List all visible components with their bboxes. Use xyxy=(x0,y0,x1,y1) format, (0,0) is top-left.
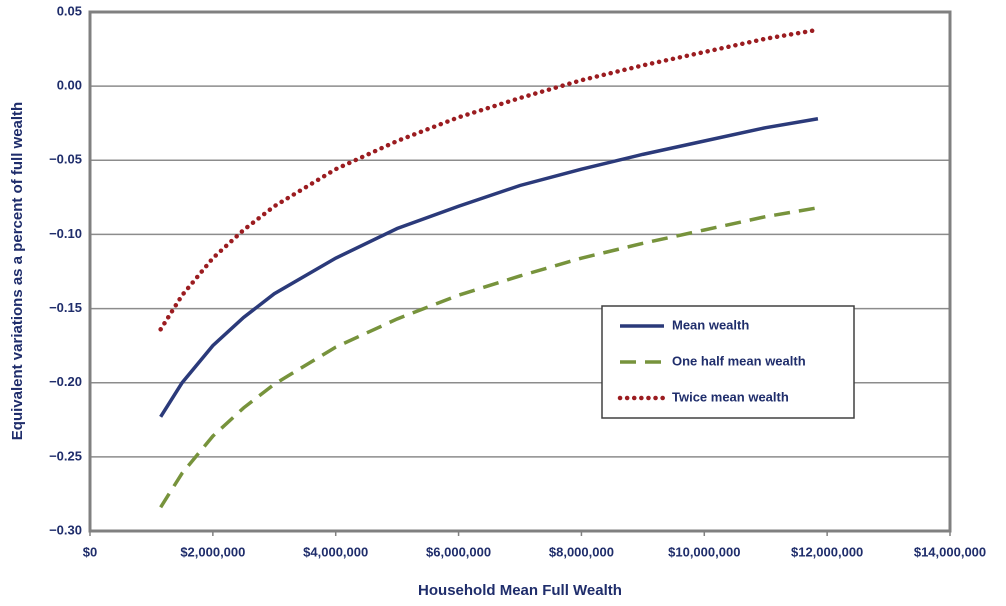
line-series xyxy=(158,27,821,332)
legend-label: Mean wealth xyxy=(672,317,749,332)
line-series xyxy=(159,117,819,418)
y-tick-label: −0.25 xyxy=(49,448,82,463)
x-tick-label: $2,000,000 xyxy=(180,544,245,559)
x-tick-label: $8,000,000 xyxy=(549,544,614,559)
y-tick-label: −0.10 xyxy=(49,226,82,241)
x-tick-label: $14,000,000 xyxy=(914,544,986,559)
y-tick-label: −0.05 xyxy=(49,152,82,167)
y-tick-label: −0.15 xyxy=(49,300,82,315)
x-tick-label: $12,000,000 xyxy=(791,544,863,559)
x-tick-label: $0 xyxy=(83,544,97,559)
legend-label: One half mean wealth xyxy=(672,353,806,368)
y-tick-label: −0.30 xyxy=(49,522,82,537)
legend-label: Twice mean wealth xyxy=(672,389,789,404)
y-axis-title: Equivalent variations as a percent of fu… xyxy=(9,102,26,440)
y-tick-label: 0.05 xyxy=(57,3,82,18)
x-axis-title: Household Mean Full Wealth xyxy=(418,582,622,599)
x-tick-label: $4,000,000 xyxy=(303,544,368,559)
x-tick-label: $6,000,000 xyxy=(426,544,491,559)
y-tick-label: −0.20 xyxy=(49,374,82,389)
x-tick-label: $10,000,000 xyxy=(668,544,740,559)
y-tick-label: 0.00 xyxy=(57,78,82,93)
plot-border xyxy=(88,10,952,533)
